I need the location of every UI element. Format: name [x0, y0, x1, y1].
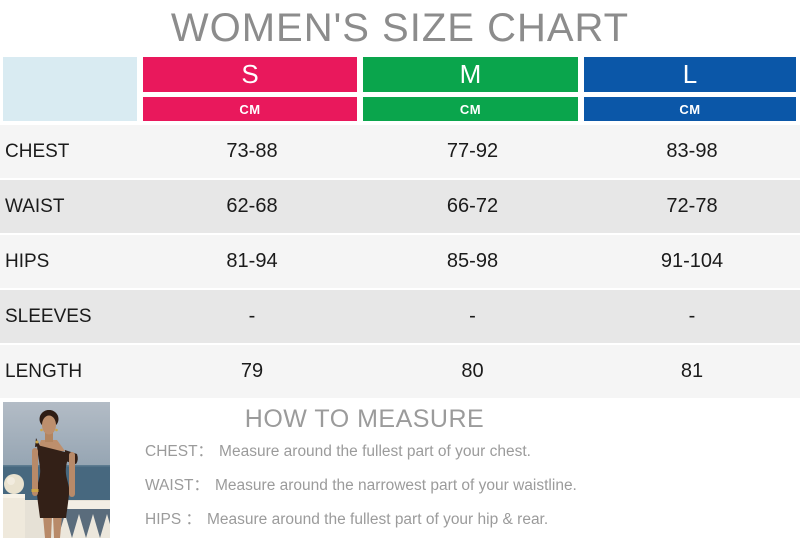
strap-bead — [35, 440, 39, 444]
size-header-l: L — [584, 57, 796, 92]
railing-top — [58, 501, 110, 509]
size-header-m: M — [363, 57, 578, 92]
cell-waist-m: 66-72 — [446, 195, 499, 217]
table-row-length: LENGTH 79 80 81 — [0, 345, 800, 398]
face — [42, 415, 56, 435]
size-column-l: L CM — [584, 57, 796, 121]
cell-sleeves-s: - — [248, 305, 256, 327]
right-arm — [69, 452, 75, 497]
page-title: WOMEN'S SIZE CHART — [170, 6, 630, 50]
size-columns: S CM M CM L CM — [137, 57, 796, 121]
cell-chest-l: 83-98 — [666, 140, 718, 162]
model-photo-illustration — [3, 402, 110, 538]
row-label-chest: CHEST — [5, 140, 70, 162]
cell-hips-l: 91-104 — [660, 250, 724, 272]
measure-instructions: CHEST： Measure around the fullest part of… — [112, 443, 752, 529]
size-table-header: S CM M CM L CM — [3, 57, 796, 121]
size-table-body: CHEST 73-88 77-92 83-98 WAIST 62-68 66-72 72-78… — [0, 125, 800, 400]
measure-item-label: WAIST： — [145, 477, 210, 494]
measure-item-0: CHEST： Measure around the fullest part of… — [145, 443, 752, 461]
corner-cell — [3, 57, 137, 121]
cell-length-l: 81 — [680, 360, 704, 382]
table-row-hips: HIPS 81-94 85-98 91-104 — [0, 235, 800, 288]
measure-item-2: HIPS ： Measure around the fullest part of… — [145, 511, 752, 529]
left-leg — [43, 516, 52, 538]
right-leg — [53, 516, 62, 538]
how-to-measure-section: HOW TO MEASURE CHEST： Measure around the … — [112, 402, 752, 545]
cell-hips-m: 85-98 — [446, 250, 499, 272]
balusters — [58, 514, 110, 538]
measure-item-text: Measure around the fullest part of your … — [219, 443, 531, 460]
size-column-m: M CM — [363, 57, 578, 121]
measure-item-1: WAIST： Measure around the narrowest part … — [145, 477, 752, 495]
left-arm — [32, 448, 38, 496]
neck — [45, 431, 53, 442]
row-label-length: LENGTH — [5, 360, 83, 382]
cell-sleeves-m: - — [469, 305, 476, 327]
left-earring — [40, 428, 43, 432]
bracelet — [31, 489, 39, 492]
row-label-waist: WAIST — [5, 195, 65, 217]
cell-length-m: 80 — [461, 360, 484, 382]
cell-hips-s: 81-94 — [226, 250, 278, 272]
row-label-hips: HIPS — [5, 250, 50, 272]
table-row-sleeves: SLEEVES - - - — [0, 290, 800, 343]
measure-item-text: Measure around the fullest part of your … — [206, 511, 549, 528]
left-post — [3, 494, 25, 538]
unit-cell-l: CM — [584, 97, 796, 121]
right-earring — [55, 428, 58, 432]
size-header-s: S — [143, 57, 357, 92]
model-photo — [3, 402, 110, 538]
cell-sleeves-l: - — [688, 305, 696, 327]
left-post-cap — [3, 494, 25, 498]
dress — [36, 445, 70, 518]
post-sphere — [4, 474, 24, 494]
cell-chest-m: 77-92 — [446, 140, 499, 162]
measure-item-text: Measure around the narrowest part of you… — [215, 477, 577, 494]
unit-cell-s: CM — [143, 97, 357, 121]
cell-waist-s: 62-68 — [226, 195, 278, 217]
hair-top — [40, 410, 58, 422]
row-label-sleeves: SLEEVES — [5, 305, 92, 327]
cell-waist-l: 72-78 — [666, 195, 718, 217]
cell-length-s: 79 — [240, 360, 264, 382]
post-sphere-highlight — [7, 477, 15, 485]
unit-cell-m: CM — [363, 97, 578, 121]
table-row-waist: WAIST 62-68 66-72 72-78 — [0, 180, 800, 233]
how-to-measure-heading: HOW TO MEASURE — [244, 405, 485, 433]
size-column-s: S CM — [143, 57, 357, 121]
cell-chest-s: 73-88 — [226, 140, 278, 162]
measure-item-label: CHEST： — [145, 443, 214, 460]
table-row-chest: CHEST 73-88 77-92 83-98 — [0, 125, 800, 178]
measure-item-label: HIPS ： — [145, 511, 201, 528]
